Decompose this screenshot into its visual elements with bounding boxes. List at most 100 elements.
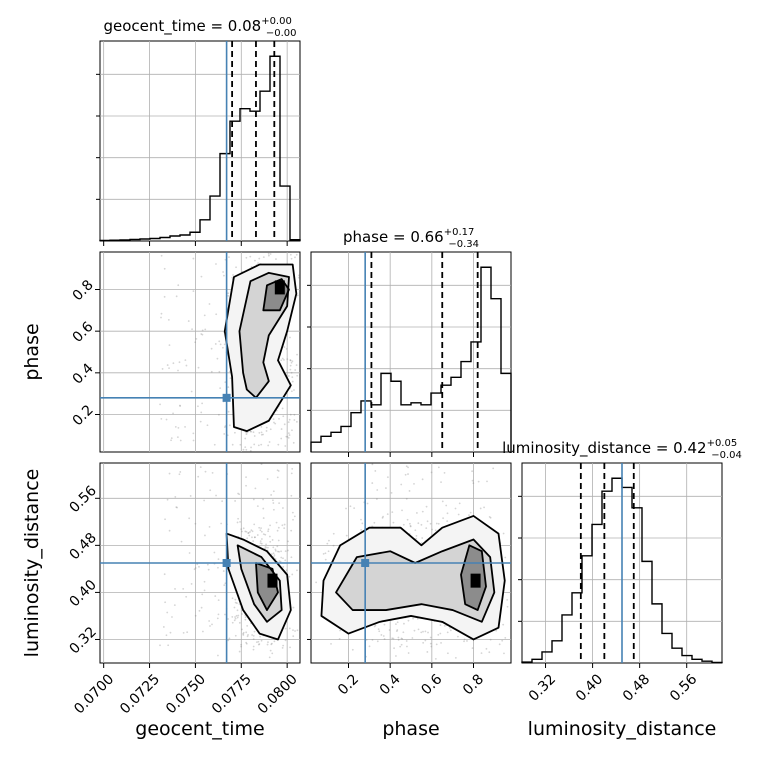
sample-point <box>289 413 292 416</box>
sample-point <box>194 614 197 617</box>
sample-point <box>211 623 213 626</box>
sample-point <box>234 634 237 637</box>
sample-point <box>283 523 286 526</box>
sample-point <box>265 426 268 429</box>
sample-point <box>260 527 262 530</box>
sample-point <box>285 347 288 350</box>
sample-point <box>458 502 461 505</box>
sample-point <box>192 257 195 260</box>
sample-point <box>281 407 284 410</box>
sample-point <box>195 337 198 340</box>
sample-point <box>466 640 468 642</box>
sample-point <box>285 569 288 572</box>
sample-point <box>416 617 419 620</box>
sample-point <box>267 254 270 257</box>
sample-point <box>282 565 285 568</box>
sample-point <box>322 552 325 555</box>
sample-point <box>210 370 213 373</box>
contour-line <box>236 544 283 623</box>
truth-marker <box>222 559 231 567</box>
sample-point <box>229 377 232 380</box>
sample-point <box>480 652 483 655</box>
sample-point <box>272 502 275 504</box>
sample-point <box>289 368 292 371</box>
sample-point <box>287 540 289 543</box>
sample-point <box>185 595 188 598</box>
sample-point <box>249 255 252 258</box>
sample-point <box>258 257 261 260</box>
sample-point <box>167 644 170 647</box>
density-peak <box>470 573 481 588</box>
sample-point <box>471 479 474 482</box>
sample-point <box>429 522 432 525</box>
sample-point <box>268 656 271 659</box>
sample-point <box>290 472 293 475</box>
sample-point <box>253 536 256 539</box>
sample-point <box>223 584 226 587</box>
sample-point <box>159 644 161 647</box>
sample-point <box>290 371 293 374</box>
sample-point <box>417 628 420 631</box>
sample-point <box>288 418 291 421</box>
sample-point <box>249 450 252 452</box>
sample-point <box>237 614 240 617</box>
sample-point <box>287 375 290 377</box>
sample-point <box>272 418 275 421</box>
sample-point <box>483 506 485 509</box>
sample-point <box>471 647 474 650</box>
y-tick-label: 0.8 <box>70 277 97 304</box>
sample-point <box>368 645 371 648</box>
sample-point <box>200 275 203 278</box>
sample-point <box>232 274 234 276</box>
y-tick-label: 0.6 <box>70 319 97 346</box>
sample-point <box>258 526 261 529</box>
sample-point <box>472 482 475 485</box>
sample-point <box>242 527 245 530</box>
sample-point <box>272 508 275 511</box>
sample-point <box>176 436 179 439</box>
sample-point <box>234 617 237 620</box>
sample-point <box>294 256 296 259</box>
sample-point <box>449 629 452 632</box>
sample-point <box>477 480 480 483</box>
sample-point <box>443 471 446 474</box>
sample-point <box>373 625 376 628</box>
sample-point <box>245 433 248 436</box>
sample-point <box>234 598 237 601</box>
sample-point <box>463 640 465 643</box>
sample-point <box>245 476 247 479</box>
sample-point <box>187 320 190 322</box>
sample-point <box>245 484 247 487</box>
sample-point <box>273 640 276 643</box>
sample-point <box>245 256 248 259</box>
sample-point <box>186 631 189 634</box>
sample-point <box>164 601 167 604</box>
sample-point <box>192 432 195 435</box>
sample-point <box>441 500 444 503</box>
contour-line <box>320 515 506 641</box>
sample-point <box>371 463 374 466</box>
sample-point <box>239 443 242 446</box>
sample-point <box>236 609 239 612</box>
sample-point <box>280 437 283 440</box>
sample-point <box>396 629 399 631</box>
sample-point <box>373 521 376 524</box>
sample-point <box>193 568 196 571</box>
sample-point <box>377 628 380 631</box>
sample-point <box>443 624 446 627</box>
sample-point <box>168 344 171 347</box>
sample-point <box>285 435 288 438</box>
sample-point <box>262 533 265 536</box>
sample-point <box>192 439 195 442</box>
sample-point <box>277 526 280 529</box>
sample-point <box>272 555 275 558</box>
sample-point <box>272 552 275 555</box>
sample-point <box>401 509 403 512</box>
sample-point <box>276 469 279 472</box>
sample-point <box>217 566 219 569</box>
sample-point <box>425 505 428 508</box>
sample-point <box>495 629 498 632</box>
sample-point <box>295 253 298 256</box>
sample-point <box>288 627 291 630</box>
sample-point <box>468 514 470 517</box>
